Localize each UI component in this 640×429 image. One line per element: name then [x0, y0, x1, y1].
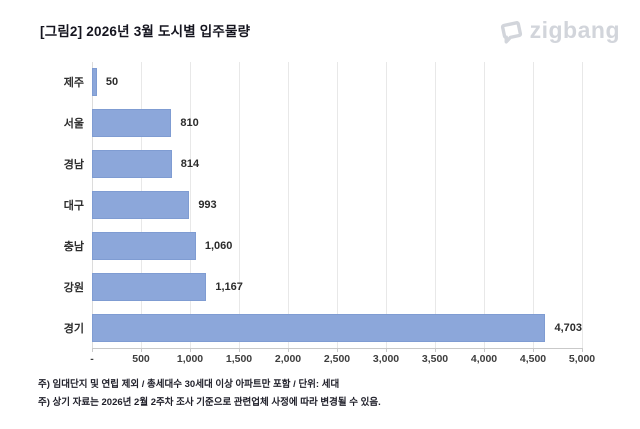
gridline — [582, 62, 583, 348]
bar — [92, 313, 546, 342]
gridline — [337, 62, 338, 348]
axis-tick-mark — [92, 348, 93, 352]
footnote: 주) 임대단지 및 연립 제외 / 총세대수 30세대 이상 아파트만 포함 /… — [38, 379, 340, 390]
x-tick-label: 2,000 — [274, 353, 302, 365]
gridline — [239, 62, 240, 348]
x-tick-label: 4,000 — [470, 353, 498, 365]
bar — [92, 272, 207, 301]
zigbang-logo: zigbang — [498, 17, 620, 44]
category-label: 서울 — [63, 118, 84, 131]
bar-row: 993 — [92, 185, 582, 226]
gridline — [288, 62, 289, 348]
bar — [92, 150, 172, 179]
bar-value-label: 50 — [105, 76, 119, 89]
bar-value-label: 4,703 — [554, 321, 582, 334]
gridline — [533, 62, 534, 348]
bar-value-label: 993 — [198, 199, 217, 211]
bar-row: 4,703 — [92, 307, 582, 348]
bar-row: 1,060 — [92, 225, 582, 266]
footnote: 주) 상기 자료는 2026년 2월 2주차 조사 기준으로 관련업체 사정에 … — [38, 397, 381, 408]
axis-tick-mark — [337, 348, 338, 352]
bar-value-label: 810 — [180, 117, 199, 130]
bar-value-label: 1,167 — [215, 280, 243, 293]
axis-tick-mark — [435, 348, 436, 352]
axis-tick-mark — [288, 348, 289, 352]
axis-tick-mark — [533, 348, 534, 352]
bar-value-label: 814 — [180, 158, 200, 171]
category-label: 경남 — [63, 159, 84, 172]
bar — [92, 68, 97, 97]
axis-tick-mark — [141, 348, 142, 352]
axis-tick-mark — [239, 348, 240, 352]
x-tick-label: 2,500 — [323, 353, 351, 365]
x-tick-label: 3,500 — [421, 353, 449, 365]
bar-series: 50 810 814 993 1,060 1,167 4,703 — [92, 62, 582, 348]
bar-row: 50 — [92, 62, 582, 103]
axis-tick-mark — [386, 348, 387, 352]
bar — [92, 191, 190, 219]
gridline — [484, 62, 485, 348]
chart-title: [그림2] 2026년 3월 도시별 입주물량 — [40, 24, 251, 39]
x-tick-label: 1,000 — [176, 353, 204, 365]
category-label: 대구 — [63, 200, 84, 212]
x-tick-label: 5,000 — [568, 353, 596, 365]
axis-tick-mark — [190, 348, 191, 352]
axis-tick-mark — [484, 348, 485, 352]
bar — [92, 231, 196, 260]
gridline — [190, 62, 191, 348]
axis-tick-mark — [582, 348, 583, 352]
bar-value-label: 1,060 — [204, 239, 233, 252]
bar-row: 814 — [92, 144, 582, 185]
bar-row: 1,167 — [92, 266, 582, 307]
category-label: 경기 — [63, 322, 84, 335]
category-label: 충남 — [63, 240, 84, 253]
zigbang-logo-text: zigbang — [529, 17, 620, 43]
x-tick-label: - — [90, 353, 94, 365]
gridline — [386, 62, 387, 348]
x-axis: - 500 1,000 1,500 2,000 2,500 3,000 3,500 4,000 4… — [0, 353, 640, 367]
x-tick-label: 1,500 — [225, 353, 253, 365]
zigbang-house-icon — [498, 17, 525, 44]
bar-row: 810 — [92, 103, 582, 144]
category-label: 강원 — [63, 281, 84, 294]
category-label: 제주 — [63, 77, 84, 90]
x-tick-label: 500 — [132, 353, 150, 365]
gridline — [435, 62, 436, 348]
x-tick-label: 3,000 — [372, 353, 400, 365]
x-tick-label: 4,500 — [519, 353, 547, 365]
bar — [92, 109, 172, 138]
footnotes: 주) 임대단지 및 연립 제외 / 총세대수 30세대 이상 아파트만 포함 /… — [38, 376, 598, 412]
